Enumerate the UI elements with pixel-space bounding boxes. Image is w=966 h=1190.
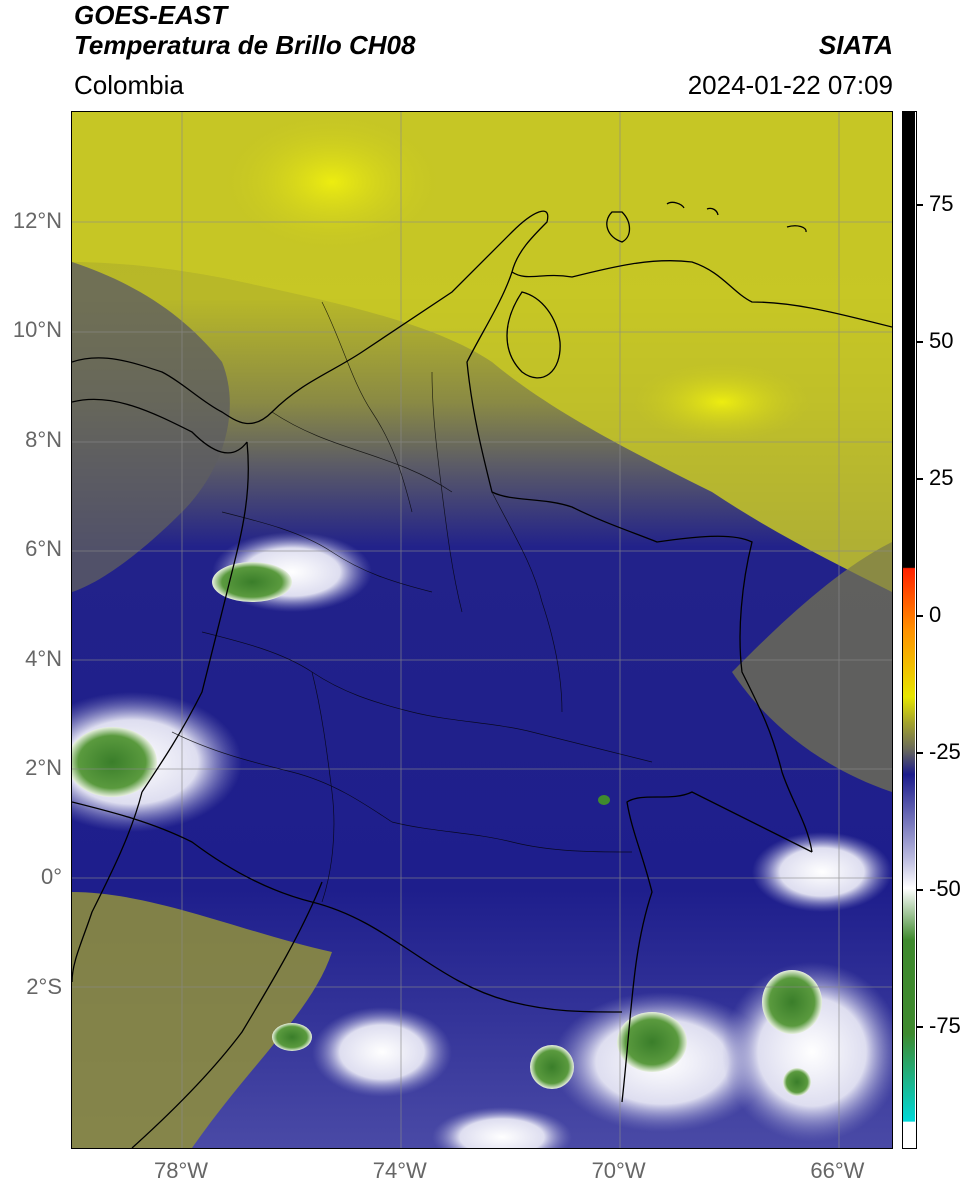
country-borders xyxy=(72,201,892,1148)
colorbar-tick-label: -50 xyxy=(929,876,961,901)
product-title: Temperatura de Brillo CH08 xyxy=(74,30,416,60)
colorbar-tick-mark xyxy=(917,341,923,343)
colorbar-tick-mark xyxy=(917,752,923,754)
longitude-label: 66°W xyxy=(810,1158,865,1183)
brightness-temperature-field xyxy=(72,112,892,1148)
colorbar-tick-label: 75 xyxy=(929,191,954,216)
datetime-label: 2024-01-22 07:09 xyxy=(687,70,893,100)
latitude-label: 0° xyxy=(40,864,62,890)
temperature-colorbar xyxy=(902,111,917,1149)
colorbar-tick-mark xyxy=(917,204,923,206)
colorbar-tick-label: -25 xyxy=(929,739,961,764)
satellite-map[interactable] xyxy=(71,111,893,1149)
colorbar-tick-label: 25 xyxy=(929,465,954,490)
department-borders xyxy=(171,301,653,903)
colorbar-tick-label: 0 xyxy=(929,602,942,627)
colorbar-tick-mark xyxy=(917,1026,923,1028)
longitude-label: 70°W xyxy=(591,1158,646,1183)
colorbar-tick-mark xyxy=(917,889,923,891)
latitude-label: 4°N xyxy=(25,645,62,671)
latitude-label: 2°S xyxy=(26,973,62,999)
region-label: Colombia xyxy=(74,70,184,100)
graticule xyxy=(72,112,892,1148)
latitude-label: 8°N xyxy=(25,426,62,452)
colorbar-tick-mark xyxy=(917,615,923,617)
satellite-title: GOES-EAST xyxy=(74,0,228,30)
latitude-label: 12°N xyxy=(12,208,62,233)
latitude-label: 2°N xyxy=(25,755,62,780)
colorbar-tick-mark xyxy=(917,478,923,480)
longitude-label: 78°W xyxy=(153,1158,209,1183)
colorbar-tick-label: 50 xyxy=(929,328,954,353)
longitude-label: 74°W xyxy=(372,1158,427,1183)
colorbar-tick-label: -75 xyxy=(929,1013,961,1038)
latitude-label: 6°N xyxy=(25,536,62,562)
latitude-label: 10°N xyxy=(12,317,62,343)
source-label: SIATA xyxy=(818,30,893,60)
